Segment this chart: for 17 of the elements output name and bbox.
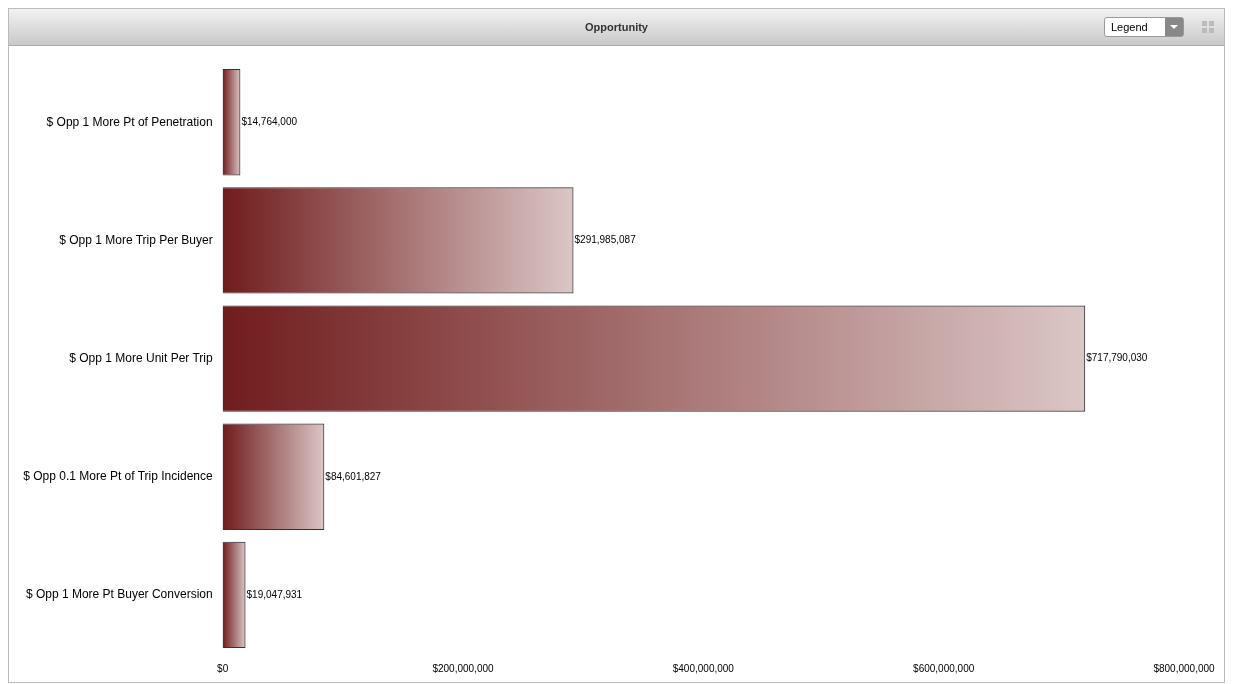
data-label: $291,985,087 (574, 234, 637, 246)
y-tick-label: $ Opp 0.1 More Pt of Trip Incidence (23, 469, 213, 484)
x-tick-label: $400,000,000 (672, 662, 735, 674)
data-label: $84,601,827 (325, 470, 382, 482)
x-tick-label: $0 (217, 662, 229, 674)
x-tick-label: $200,000,000 (432, 662, 495, 674)
y-tick-label: $ Opp 1 More Pt of Penetration (46, 114, 213, 129)
x-tick-label: $600,000,000 (913, 662, 975, 674)
data-label: $717,790,030 (1086, 352, 1148, 364)
text: Legend (1110, 21, 1149, 33)
data-label: $19,047,931 (246, 588, 303, 600)
y-tick-label: $ Opp 1 More Trip Per Buyer (59, 232, 213, 247)
data-label: $14,764,000 (241, 116, 298, 128)
y-tick-label: $ Opp 1 More Pt Buyer Conversion (25, 587, 213, 602)
chart-title: Opportunity (585, 21, 648, 33)
y-tick-label: $ Opp 1 More Unit Per Trip (69, 350, 213, 365)
x-tick-label: $800,000,000 (1153, 662, 1216, 674)
